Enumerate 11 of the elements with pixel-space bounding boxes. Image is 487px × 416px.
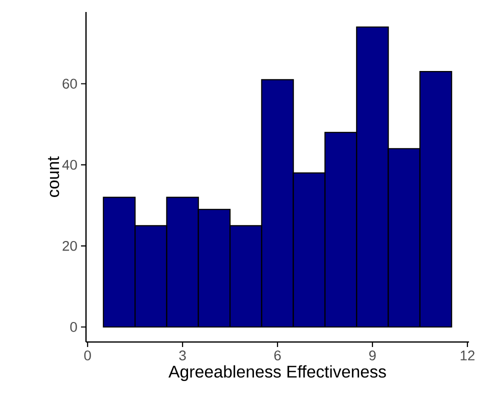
y-axis-title: count bbox=[48, 156, 60, 197]
x-tick-label: 3 bbox=[179, 350, 186, 360]
y-tick-label: 20 bbox=[62, 240, 77, 251]
y-tick-label: 60 bbox=[62, 78, 77, 89]
x-tick-label: 12 bbox=[460, 350, 474, 360]
x-tick-label: 9 bbox=[369, 350, 376, 360]
x-tick-label: 6 bbox=[274, 350, 281, 360]
y-tick-label: 40 bbox=[62, 160, 77, 170]
x-axis-title: Agreeableness Effectiveness bbox=[168, 365, 386, 382]
x-tick-label: 0 bbox=[84, 350, 91, 360]
y-tick-label: 0 bbox=[70, 322, 77, 332]
